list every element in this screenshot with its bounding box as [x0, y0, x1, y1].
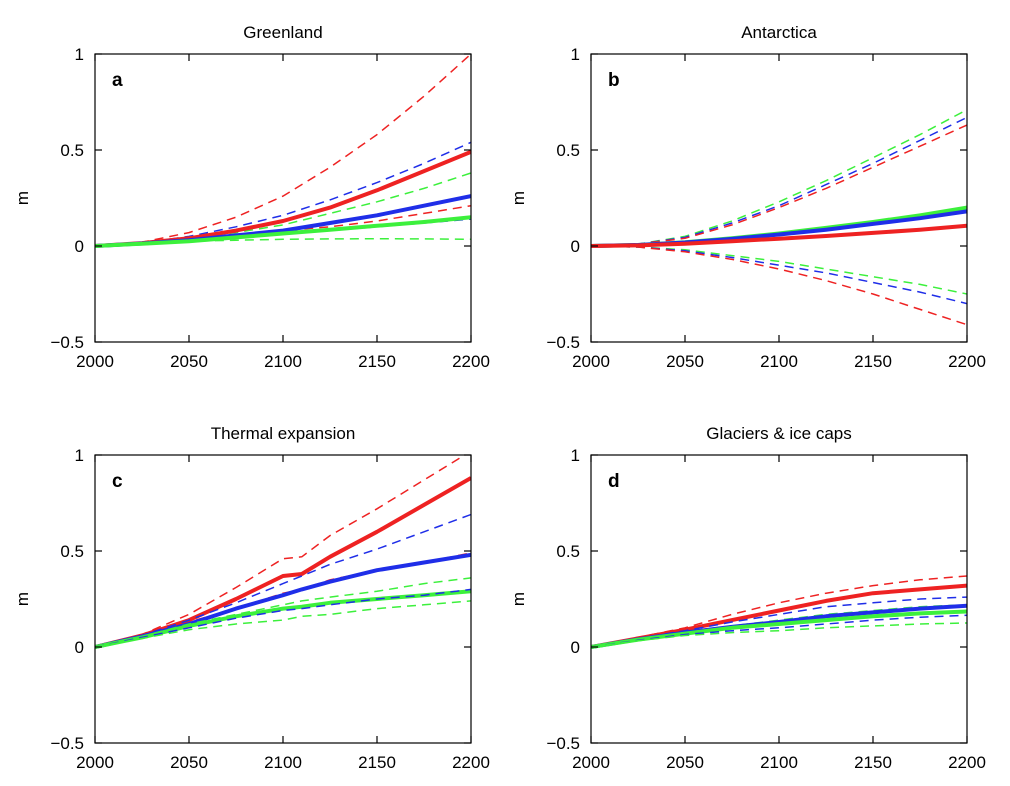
x-tick-label: 2050 [666, 352, 704, 371]
y-tick-label: 0.5 [60, 141, 84, 160]
series-line-green-dashed [95, 600, 471, 648]
series-line-green-dashed [591, 245, 967, 295]
series-line-blue-dashed [591, 245, 967, 305]
x-tick-label: 2150 [854, 352, 892, 371]
x-tick-label: 2050 [666, 753, 704, 772]
y-tick-label: −0.5 [50, 734, 84, 753]
x-tick-label: 2100 [264, 753, 302, 772]
panel-letter: c [112, 471, 123, 492]
series-group [95, 54, 471, 248]
y-tick-label: 0 [571, 237, 580, 256]
x-tick-label: 2000 [572, 753, 610, 772]
series-group [95, 455, 471, 649]
y-tick-label: 1 [571, 45, 580, 64]
series-line-red-dashed [591, 124, 967, 247]
panel-antarctica: 2000 2050 2100 2150 2200 −0.5 0 0.5 1 Antarctica m… [509, 23, 986, 371]
series-line-green-dashed [591, 109, 967, 247]
panel-title: Thermal expansion [211, 424, 356, 443]
series-line-red-solid [591, 223, 967, 248]
panel-letter: a [112, 70, 123, 91]
y-tick-label: 1 [571, 446, 580, 465]
series-line-red-dashed [591, 245, 967, 326]
series-line-green-solid [95, 589, 471, 649]
y-tick-label: 0.5 [556, 542, 580, 561]
y-axis-label: m [13, 191, 32, 205]
y-tick-label: −0.5 [546, 333, 580, 352]
series-line-green-solid [95, 215, 471, 248]
x-tick-label: 2100 [760, 352, 798, 371]
series-line-red-solid [95, 476, 471, 649]
series-group [591, 575, 967, 649]
x-tick-label: 2000 [76, 352, 114, 371]
x-tick-label: 2200 [452, 753, 490, 772]
series-line-green-solid [591, 609, 967, 649]
x-tick-label: 2200 [948, 753, 986, 772]
x-tick-label: 2100 [760, 753, 798, 772]
x-tick-label: 2150 [358, 352, 396, 371]
series-line-red-dashed [95, 455, 467, 648]
y-axis-label: m [13, 592, 32, 606]
y-axis-label: m [509, 191, 528, 205]
x-tick-label: 2150 [358, 753, 396, 772]
panel-title: Greenland [243, 23, 322, 42]
plot-frame [94, 454, 472, 744]
y-tick-label: 0 [75, 638, 84, 657]
plot-frame [590, 53, 968, 343]
plot-frame [590, 454, 968, 744]
x-tick-label: 2150 [854, 753, 892, 772]
series-line-blue-dashed [95, 513, 471, 648]
x-tick-label: 2000 [572, 352, 610, 371]
panel-title: Antarctica [741, 23, 817, 42]
panel-glaciers-ice-caps: 2000 2050 2100 2150 2200 −0.5 0 0.5 1 Glaciers & … [509, 424, 986, 772]
series-line-green-dashed [95, 577, 471, 648]
x-tick-label: 2200 [948, 352, 986, 371]
y-tick-label: −0.5 [50, 333, 84, 352]
series-line-red-dashed [95, 54, 471, 247]
panel-title: Glaciers & ice caps [706, 424, 852, 443]
series-line-blue-dashed [591, 116, 967, 247]
series-group [591, 109, 967, 326]
y-tick-label: 0.5 [60, 542, 84, 561]
panel-letter: d [608, 471, 620, 492]
y-axis-label: m [509, 592, 528, 606]
y-tick-label: 0 [75, 237, 84, 256]
panel-greenland: 2000 2050 2100 2150 2200 −0.5 0 0.5 1 Greenland m a [13, 23, 490, 371]
x-tick-label: 2050 [170, 352, 208, 371]
y-tick-label: 1 [75, 446, 84, 465]
y-tick-label: 1 [75, 45, 84, 64]
x-tick-label: 2050 [170, 753, 208, 772]
series-line-green-dashed [591, 622, 967, 648]
x-tick-label: 2200 [452, 352, 490, 371]
series-line-blue-dashed [95, 588, 471, 648]
y-tick-label: 0 [571, 638, 580, 657]
x-tick-label: 2100 [264, 352, 302, 371]
y-tick-label: −0.5 [546, 734, 580, 753]
y-tick-label: 0.5 [556, 141, 580, 160]
x-tick-label: 2000 [76, 753, 114, 772]
plot-frame [94, 53, 472, 343]
panel-letter: b [608, 70, 620, 91]
panel-thermal-expansion: 2000 2050 2100 2150 2200 −0.5 0 0.5 1 Thermal exp… [13, 424, 490, 772]
